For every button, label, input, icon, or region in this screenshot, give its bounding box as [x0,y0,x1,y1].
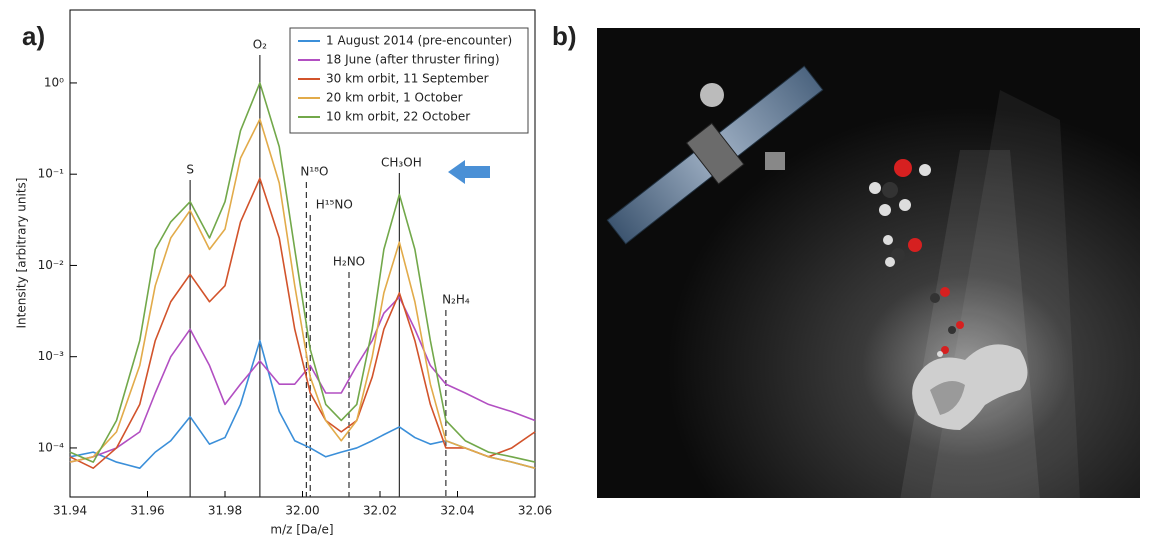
legend-label: 30 km orbit, 11 September [326,72,489,86]
y-axis-label: Intensity [arbitrary units] [15,178,29,329]
legend-label: 10 km orbit, 22 October [326,110,470,124]
species-label: O₂ [253,38,267,52]
x-tick-label: 32.00 [285,504,319,518]
arrow-icon [448,160,490,184]
y-tick-label: 10⁻¹ [38,167,65,181]
species-label: N₂H₄ [442,293,470,307]
legend-label: 18 June (after thruster firing) [326,53,500,67]
series-line [69,118,536,469]
x-axis-label: m/z [Da/e] [270,523,333,537]
legend-box [289,27,529,134]
legend-label: 1 August 2014 (pre-encounter) [326,34,512,48]
comet-image [597,28,1140,500]
species-label: N¹⁸O [300,165,328,179]
panel-label: a) [22,21,45,51]
panel-label: b) [552,21,577,51]
x-tick-label: 32.06 [518,504,552,518]
species-label: S [186,163,194,177]
y-tick-label: 10⁰ [44,75,64,89]
species-label: H¹⁵NO [316,198,353,212]
series-line [69,82,536,463]
x-tick-label: 31.98 [208,504,242,518]
molecules [869,159,964,357]
x-tick-label: 32.04 [440,504,474,518]
y-tick-label: 10⁻⁴ [38,440,65,454]
y-tick-label: 10⁻² [38,258,65,272]
y-tick-label: 10⁻³ [38,349,65,363]
species-label: H₂NO [333,255,365,269]
species-label: CH₃OH [381,156,422,170]
series-line [69,339,536,469]
x-tick-label: 31.94 [53,504,87,518]
series-line [69,177,536,469]
legend-label: 20 km orbit, 1 October [326,91,463,105]
series-line [69,296,536,463]
x-tick-label: 31.96 [130,504,164,518]
x-tick-label: 32.02 [363,504,397,518]
